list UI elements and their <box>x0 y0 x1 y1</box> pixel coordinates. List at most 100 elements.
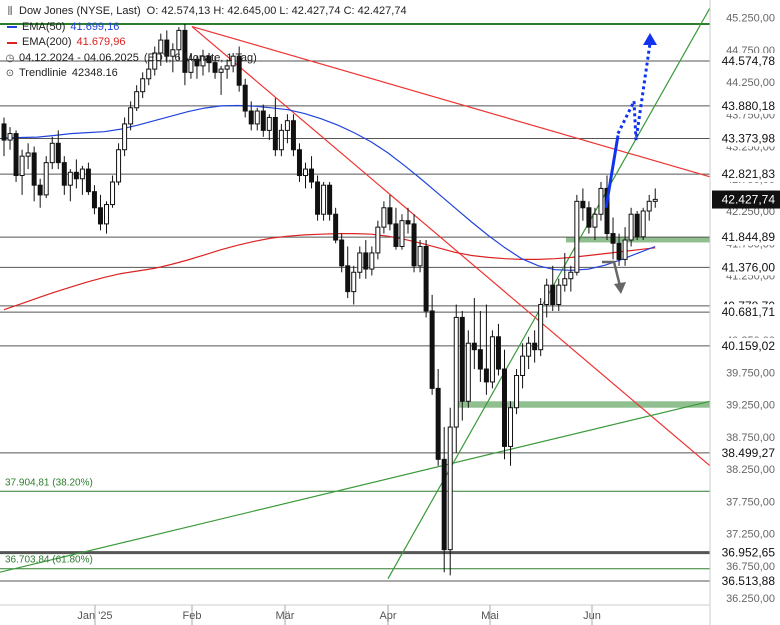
candle-body <box>574 200 580 273</box>
candle-body <box>97 207 103 225</box>
candle-body <box>194 58 200 67</box>
candle-body <box>429 310 435 389</box>
x-tick-label: Mai <box>481 610 499 622</box>
candle-body <box>652 198 658 202</box>
candle-body <box>73 171 79 180</box>
ema50-swatch <box>7 26 17 29</box>
candle-body <box>110 181 116 206</box>
x-axis: Jan '25 Feb Mär Apr Mai Jun <box>0 604 710 625</box>
candlesticks <box>1 23 658 576</box>
candle-body <box>1 123 7 141</box>
candle-body <box>381 207 387 228</box>
candle-body <box>610 233 616 244</box>
candle-body <box>200 55 206 67</box>
level-price-box <box>713 304 779 321</box>
candle-body <box>296 149 302 177</box>
ema200-label: EMA(200) <box>22 36 72 48</box>
arrow-head-icon <box>643 33 657 45</box>
candle-body <box>532 342 538 351</box>
level-price-label: 41.844,89 <box>722 230 776 244</box>
candle-body <box>544 284 550 306</box>
level-price-label: 43.373,98 <box>722 132 776 146</box>
forecast-solid-arrow <box>604 135 620 209</box>
candle-body <box>556 284 562 306</box>
candle-body <box>25 152 31 157</box>
x-tick-label: Jun <box>583 610 601 622</box>
legend-instrument-row: ⫼ Dow Jones (NYSE, Last) O: 42.574,13 H:… <box>4 4 407 20</box>
level-price-label: 42.821,83 <box>722 167 776 181</box>
candle-body <box>85 168 91 193</box>
steep-downtrend-line <box>191 26 711 467</box>
fib-label: 37.904,81 (38.20%) <box>5 477 93 488</box>
ema50-label: EMA(50) <box>22 20 66 33</box>
candle-body <box>477 349 483 370</box>
ohlc-values: O: 42.574,13 H: 42.645,00 L: 42.427,74 C… <box>146 5 407 17</box>
candle-body <box>435 387 441 460</box>
candle-body <box>61 162 67 186</box>
candle-body <box>640 210 646 238</box>
candle-body <box>218 68 224 73</box>
candle-body <box>122 123 128 151</box>
candle-body <box>134 91 140 109</box>
candle-body <box>483 368 489 383</box>
candle-body <box>248 110 254 125</box>
candle-body <box>459 316 465 402</box>
candlestick-icon: ⫼ <box>7 6 13 17</box>
candle-body <box>405 220 411 225</box>
candle-body <box>634 213 640 238</box>
ema50-value: 41.699,16 <box>70 20 120 33</box>
candle-body <box>303 168 308 177</box>
candle-body <box>363 252 369 270</box>
candle-body <box>520 355 526 376</box>
ema200-line <box>3 233 656 311</box>
clock-icon: ◷ <box>5 52 15 64</box>
candle-body <box>447 426 453 551</box>
moving-averages <box>3 104 656 311</box>
level-price-label: 36.513,88 <box>722 574 776 588</box>
candle-body <box>345 265 351 293</box>
candle-body <box>562 278 568 286</box>
candle-body <box>104 204 110 225</box>
y-tick-label: 39.750,00 <box>726 367 775 379</box>
pullback-arrow-head-icon <box>614 282 626 294</box>
candle-body <box>140 78 146 93</box>
legend-ema50-row: EMA(50) 41.699,16 <box>4 20 407 36</box>
candle-body <box>495 336 501 370</box>
candle-body <box>616 242 622 260</box>
long-uptrend-line <box>0 400 711 573</box>
candle-body <box>170 49 176 57</box>
last-price-label: 42.427,74 <box>722 193 776 207</box>
candle-body <box>471 342 477 351</box>
level-price-box <box>713 166 779 183</box>
candle-body <box>441 458 447 551</box>
candle-body <box>351 271 357 293</box>
support-zone <box>456 401 710 408</box>
candle-body <box>67 171 73 186</box>
candle-body <box>646 200 652 212</box>
candle-body <box>550 284 556 306</box>
candle-body <box>339 239 345 267</box>
candle-body <box>212 62 218 73</box>
pullback-arrow <box>602 260 622 287</box>
candle-body <box>514 374 520 409</box>
y-axis: 45.250,0044.750,0044.250,0043.750,0043.2… <box>709 0 780 625</box>
level-price-box <box>713 444 779 461</box>
y-tick-label: 37.750,00 <box>726 496 775 508</box>
ema200-value: 41.679,96 <box>76 36 126 48</box>
candle-body <box>19 155 25 177</box>
candle-body <box>423 245 429 312</box>
fibonacci-labels: 37.904,81 (38.20%) 36.703,84 (61.80%) <box>5 477 93 565</box>
ema50-line <box>3 104 656 271</box>
instrument-name: Dow Jones (NYSE, Last) <box>19 5 141 17</box>
x-tick-label: Apr <box>379 610 396 622</box>
y-tick-label: 39.250,00 <box>726 400 775 412</box>
candle-body <box>278 129 284 151</box>
y-tick-label: 38.250,00 <box>726 464 775 476</box>
candle-body <box>91 191 97 209</box>
candle-body <box>357 252 363 273</box>
level-price-box <box>713 130 779 147</box>
candle-body <box>453 316 459 428</box>
range-detail: (EDT, 6 Monate, 1 Tag) <box>143 51 257 64</box>
date-range: 04.12.2024 - 04.06.2025 <box>19 51 139 64</box>
